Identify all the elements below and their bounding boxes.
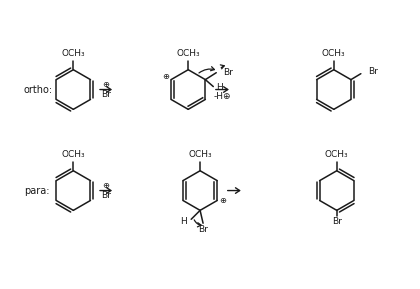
Text: -H⊕: -H⊕ <box>213 92 231 101</box>
Text: OCH₃: OCH₃ <box>325 150 349 159</box>
Text: OCH₃: OCH₃ <box>176 49 200 58</box>
Text: H: H <box>216 83 223 92</box>
Text: Br: Br <box>101 191 111 200</box>
Text: Br: Br <box>101 90 111 99</box>
Text: OCH₃: OCH₃ <box>61 49 85 58</box>
Text: ⊕: ⊕ <box>102 181 110 190</box>
Text: Br: Br <box>368 67 378 76</box>
Text: ⊕: ⊕ <box>220 196 227 205</box>
Text: H: H <box>181 217 187 226</box>
Text: ⊕: ⊕ <box>163 72 170 81</box>
Text: ortho:: ortho: <box>24 85 53 95</box>
Text: OCH₃: OCH₃ <box>61 150 85 159</box>
Text: OCH₃: OCH₃ <box>322 49 346 58</box>
Text: Br: Br <box>223 68 233 77</box>
Text: para:: para: <box>24 186 49 196</box>
Text: Br: Br <box>198 225 208 234</box>
Text: ⊕: ⊕ <box>102 80 110 89</box>
Text: Br: Br <box>332 217 342 226</box>
Text: OCH₃: OCH₃ <box>188 150 212 159</box>
